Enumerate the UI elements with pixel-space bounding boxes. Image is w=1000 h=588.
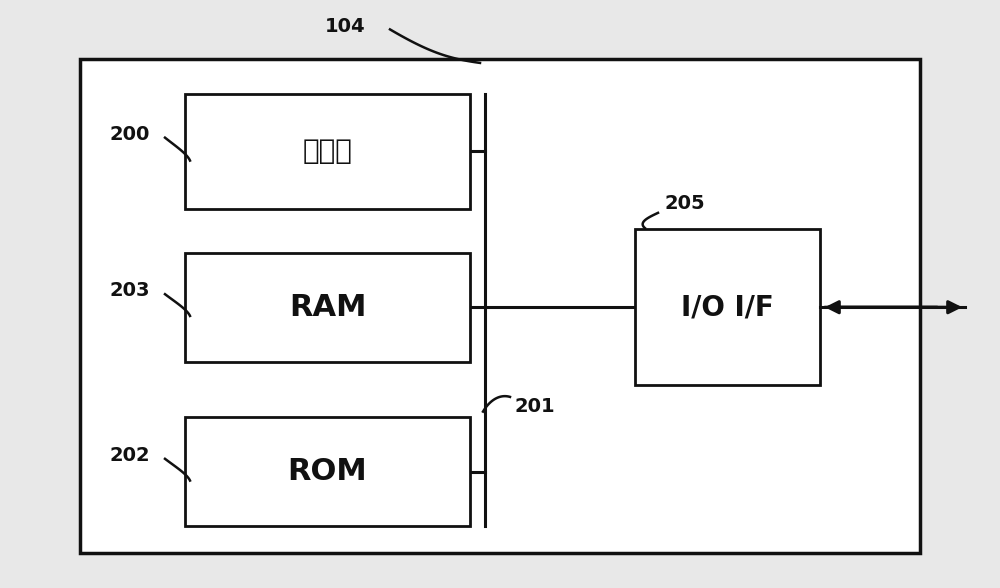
Bar xyxy=(635,229,820,385)
Bar xyxy=(185,417,470,526)
Text: 处理器: 处理器 xyxy=(303,138,352,165)
Bar xyxy=(185,94,470,209)
Text: 104: 104 xyxy=(324,17,365,36)
Text: 202: 202 xyxy=(109,446,150,465)
Text: 201: 201 xyxy=(515,397,556,416)
Bar xyxy=(185,253,470,362)
Text: ROM: ROM xyxy=(288,457,367,486)
Text: 203: 203 xyxy=(110,282,150,300)
Text: RAM: RAM xyxy=(289,293,366,322)
Text: I/O I/F: I/O I/F xyxy=(681,293,774,321)
Text: 205: 205 xyxy=(665,194,706,213)
Text: 200: 200 xyxy=(110,125,150,143)
Bar xyxy=(80,59,920,553)
